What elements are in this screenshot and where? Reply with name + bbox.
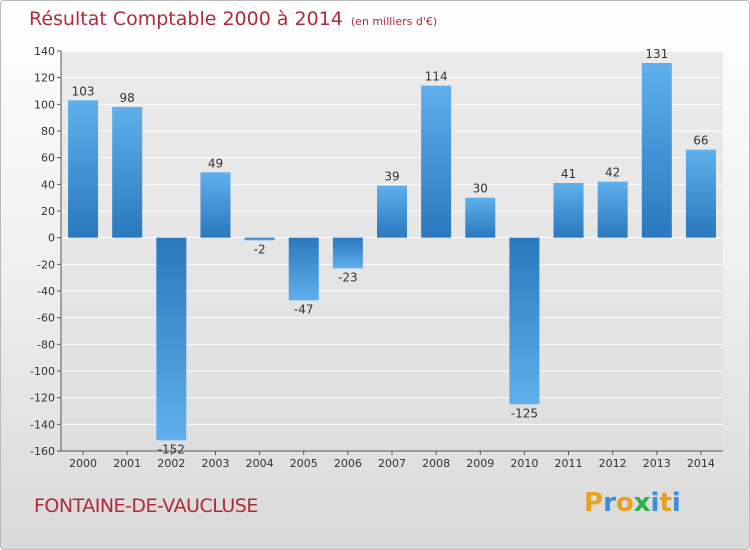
x-tick-label: 2008 xyxy=(422,457,450,470)
x-tick-label: 2006 xyxy=(334,457,362,470)
commune-name: FONTAINE-DE-VAUCLUSE xyxy=(34,495,258,517)
logo-letter: i xyxy=(650,488,660,518)
data-label: 49 xyxy=(208,156,223,170)
x-tick-label: 2012 xyxy=(599,457,627,470)
y-tick-label: -80 xyxy=(37,338,55,351)
data-label: 98 xyxy=(120,91,135,105)
bar xyxy=(641,63,672,238)
x-tick-label: 2014 xyxy=(687,457,715,470)
data-label: -2 xyxy=(254,242,266,256)
logo-letter: x xyxy=(633,488,651,518)
x-tick-label: 2001 xyxy=(113,457,141,470)
x-tick-label: 2005 xyxy=(290,457,318,470)
logo-letter: P xyxy=(584,488,604,518)
data-label: 39 xyxy=(384,170,399,184)
chart-unit: (en milliers d'€) xyxy=(350,15,438,28)
y-tick-label: -100 xyxy=(30,365,55,378)
y-tick-label: 60 xyxy=(41,152,55,165)
data-label: -125 xyxy=(511,406,538,420)
x-tick-label: 2003 xyxy=(201,457,229,470)
chart-title-text: Résultat Comptable 2000 à 2014 xyxy=(29,8,343,30)
bar xyxy=(465,197,496,238)
data-label: 66 xyxy=(693,134,708,148)
data-label: 114 xyxy=(425,70,448,84)
data-label: 42 xyxy=(605,166,620,180)
data-labels: 103 98 -152 49 -2 -47 -23 39 114 30 -125 41 42 131 66 xyxy=(72,47,709,456)
y-axis: -160 -140 -120 -100 -80 -60 -40 -20 0 20 40 60 80 100… xyxy=(30,45,62,458)
logo-letter: r xyxy=(603,488,616,518)
y-tick-label: 100 xyxy=(34,98,55,111)
data-label: -47 xyxy=(294,302,314,316)
y-tick-label: 20 xyxy=(41,205,55,218)
bar xyxy=(421,85,452,238)
bar xyxy=(377,185,407,238)
x-tick-label: 2011 xyxy=(555,457,583,470)
bar xyxy=(200,172,231,238)
x-tick-label: 2013 xyxy=(643,457,671,470)
x-tick-label: 2002 xyxy=(157,457,185,470)
data-label: -152 xyxy=(158,442,185,456)
bars xyxy=(68,63,716,441)
logo-letter: o xyxy=(615,488,634,518)
x-axis: 2000 2001 2002 2003 2004 2005 2006 2007 2008 2009… xyxy=(61,450,723,470)
data-label: 41 xyxy=(561,167,576,181)
x-tick-label: 2004 xyxy=(246,457,274,470)
data-label: 103 xyxy=(72,84,95,98)
bar xyxy=(112,107,143,238)
bar xyxy=(509,237,540,405)
y-tick-label: -120 xyxy=(30,392,55,405)
y-tick-label: -140 xyxy=(30,418,55,431)
bar xyxy=(597,181,628,238)
data-label: 131 xyxy=(645,47,668,61)
y-tick-label: 0 xyxy=(48,232,55,245)
x-tick-label: 2009 xyxy=(466,457,494,470)
bar xyxy=(553,183,584,238)
bar xyxy=(68,100,99,238)
x-tick-label: 2007 xyxy=(378,457,406,470)
bar xyxy=(156,237,187,441)
y-tick-label: -60 xyxy=(37,312,55,325)
data-label: -23 xyxy=(338,270,358,284)
bar xyxy=(685,149,716,238)
y-tick-label: -160 xyxy=(30,445,55,458)
proxiti-logo: Proxiti xyxy=(584,488,681,518)
bar xyxy=(288,237,319,301)
logo-letter: t xyxy=(659,488,672,518)
y-tick-label: -40 xyxy=(37,285,55,298)
x-tick-label: 2000 xyxy=(69,457,97,470)
chart-title: Résultat Comptable 2000 à 2014 (en millie… xyxy=(29,8,437,30)
y-tick-label: -20 xyxy=(37,258,55,271)
x-tick-label: 2010 xyxy=(510,457,538,470)
y-tick-label: 140 xyxy=(34,45,55,58)
logo-letter: i xyxy=(671,488,681,518)
y-tick-label: 120 xyxy=(34,72,55,85)
bar xyxy=(244,237,275,241)
y-tick-label: 80 xyxy=(41,125,55,138)
bar xyxy=(332,237,363,269)
data-label: 30 xyxy=(473,182,488,196)
y-tick-label: 40 xyxy=(41,178,55,191)
